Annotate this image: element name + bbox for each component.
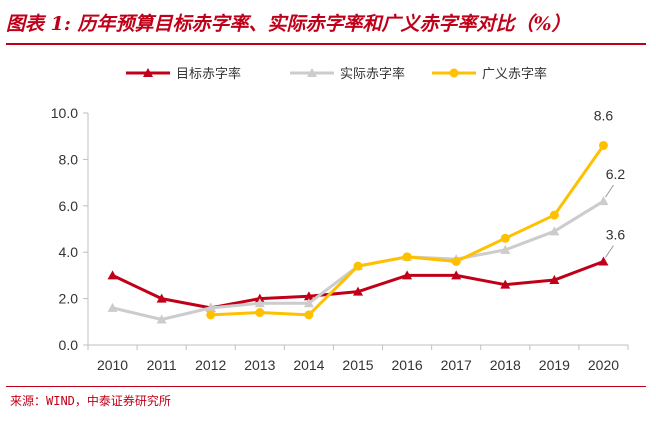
data-point	[255, 308, 265, 318]
data-point	[254, 298, 265, 308]
data-point	[500, 244, 511, 254]
data-point	[598, 140, 608, 150]
x-tick-label: 2014	[293, 357, 324, 373]
chart-title: 图表 1: 历年预算目标赤字率、实际赤字率和广义赤字率对比（%）	[6, 13, 571, 35]
data-point	[303, 298, 314, 308]
title-divider	[6, 43, 646, 45]
annotation-leader	[605, 245, 614, 258]
annotation-leader	[605, 184, 614, 198]
y-tick-label: 4.0	[59, 244, 79, 260]
y-tick-label: 0.0	[59, 337, 79, 353]
y-tick-label: 8.0	[59, 151, 79, 167]
data-point	[402, 270, 413, 280]
data-point	[205, 302, 216, 312]
data-point	[107, 270, 118, 280]
data-point	[500, 279, 511, 289]
data-point	[304, 310, 314, 320]
x-tick-label: 2020	[588, 357, 619, 373]
legend-label: 目标赤字率	[176, 66, 241, 82]
data-label: 3.6	[606, 226, 626, 242]
data-point	[143, 68, 153, 77]
data-point	[598, 256, 609, 266]
x-tick-label: 2016	[392, 357, 423, 373]
data-label: 8.6	[594, 107, 614, 123]
data-point	[549, 210, 559, 220]
data-point	[206, 310, 216, 320]
data-point	[549, 275, 560, 285]
data-point	[449, 68, 459, 78]
data-point	[307, 68, 317, 77]
data-point	[156, 314, 167, 324]
legend-label: 实际赤字率	[340, 66, 405, 82]
source-note: 来源：WIND，中泰证券研究所	[10, 394, 171, 408]
data-point	[353, 286, 363, 296]
data-point	[598, 196, 609, 206]
source-divider	[6, 386, 646, 387]
data-point	[500, 233, 510, 243]
data-label: 6.2	[606, 166, 626, 182]
data-point	[549, 226, 560, 236]
legend-label: 广义赤字率	[482, 66, 547, 82]
x-tick-label: 2019	[539, 357, 570, 373]
y-tick-label: 10.0	[51, 105, 78, 121]
data-point	[402, 252, 412, 262]
data-point	[254, 293, 265, 303]
series-line	[210, 144, 605, 317]
x-tick-label: 2015	[342, 357, 373, 373]
data-point	[156, 293, 167, 303]
x-tick-label: 2010	[97, 357, 128, 373]
x-tick-label: 2017	[441, 357, 472, 373]
x-tick-label: 2013	[244, 357, 275, 373]
y-tick-label: 6.0	[59, 198, 79, 214]
data-point	[451, 256, 461, 266]
x-tick-label: 2018	[490, 357, 521, 373]
data-point	[353, 261, 363, 271]
x-tick-label: 2012	[195, 357, 226, 373]
data-point	[451, 270, 462, 280]
y-tick-label: 2.0	[59, 291, 79, 307]
data-point	[303, 291, 314, 301]
x-tick-label: 2011	[147, 357, 177, 373]
data-point	[107, 302, 118, 312]
